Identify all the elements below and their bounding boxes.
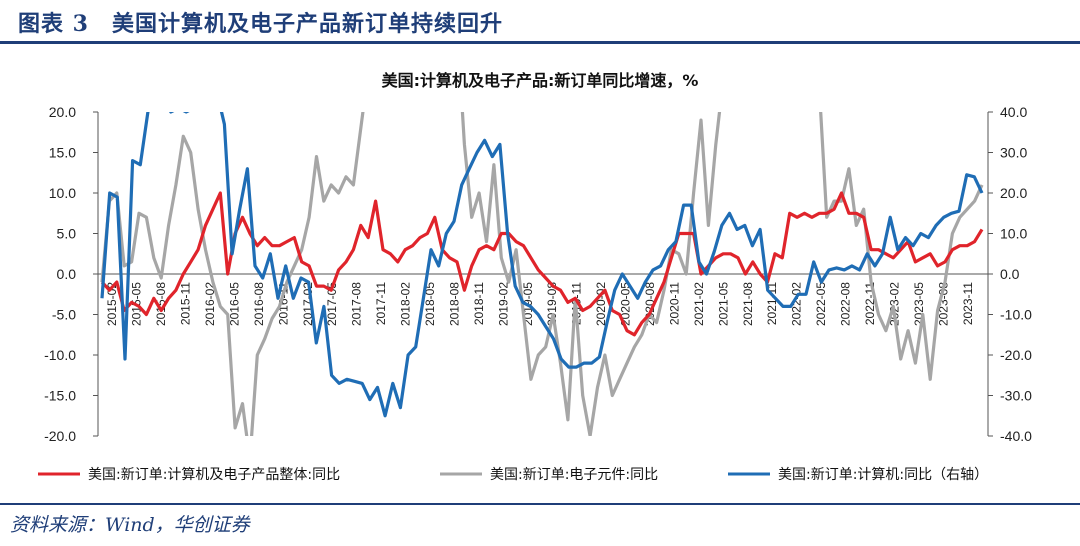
header-rule <box>0 41 1080 44</box>
x-tick-label: 2022-08 <box>839 282 853 326</box>
figure-header: 图表 3 美国计算机及电子产品新订单持续回升 <box>0 0 1080 40</box>
x-tick-label: 2015-08 <box>154 282 168 326</box>
x-tick-label: 2017-11 <box>374 282 388 325</box>
x-tick-label: 2016-08 <box>252 282 266 326</box>
footer-rule <box>0 503 1080 505</box>
right-tick-label: -10.0 <box>1000 307 1032 323</box>
x-tick-label: 2015-11 <box>179 282 193 325</box>
left-tick-label: 20.0 <box>49 104 76 120</box>
right-tick-label: 20.0 <box>1000 185 1027 201</box>
left-tick-label: -5.0 <box>52 307 76 323</box>
x-tick-label: 2020-11 <box>667 282 681 325</box>
x-tick-label: 2018-08 <box>447 282 461 326</box>
x-tick-label: 2021-08 <box>741 282 755 326</box>
left-tick-label: -10.0 <box>44 347 76 363</box>
x-tick-label: 2023-08 <box>936 282 950 326</box>
x-tick-label: 2015-02 <box>105 282 119 326</box>
chart-title: 美国:计算机及电子产品:新订单同比增速，% <box>382 71 699 90</box>
x-tick-label: 2021-02 <box>692 282 706 326</box>
left-tick-label: 10.0 <box>49 185 76 201</box>
series-line-2 <box>100 112 984 418</box>
left-tick-label: -15.0 <box>44 388 76 404</box>
right-tick-label: -20.0 <box>1000 347 1032 363</box>
right-tick-label: -30.0 <box>1000 388 1032 404</box>
right-tick-label: 10.0 <box>1000 226 1027 242</box>
right-tick-label: 40.0 <box>1000 104 1027 120</box>
left-tick-label: -20.0 <box>44 428 76 444</box>
left-tick-label: 5.0 <box>57 226 77 242</box>
right-tick-label: 30.0 <box>1000 145 1027 161</box>
right-tick-label: -40.0 <box>1000 428 1032 444</box>
x-tick-label: 2017-05 <box>325 282 339 326</box>
x-tick-label: 2020-05 <box>619 282 633 326</box>
legend-label-computers: 美国:新订单:计算机:同比（右轴） <box>778 467 988 483</box>
series-line-0 <box>100 191 984 337</box>
x-tick-label: 2018-11 <box>472 282 486 325</box>
x-tick-label: 2018-05 <box>423 282 437 326</box>
x-tick-label: 2023-11 <box>961 282 975 325</box>
x-tick-label: 2018-02 <box>399 282 413 326</box>
chart: 美国:计算机及电子产品:新订单同比增速，% 20.0 15.0 10.0 5.0 0.0… <box>38 71 1032 483</box>
x-tick-label: 2016-11 <box>276 282 290 325</box>
figure-title: 图表 3 美国计算机及电子产品新订单持续回升 <box>18 11 503 37</box>
x-tick-label: 2017-08 <box>350 282 364 326</box>
series-line-1 <box>100 112 984 436</box>
x-tick-label: 2020-08 <box>643 282 657 326</box>
legend-label-components: 美国:新订单:电子元件:同比 <box>490 467 658 483</box>
x-tick-label: 2021-05 <box>716 282 730 326</box>
x-tick-label: 2022-05 <box>814 282 828 326</box>
legend-label-overall: 美国:新订单:计算机及电子产品整体:同比 <box>88 467 340 483</box>
right-tick-label: 0.0 <box>1000 266 1020 282</box>
x-tick-label: 2020-02 <box>594 282 608 326</box>
x-tick-label: 2016-05 <box>227 282 241 326</box>
x-tick-label: 2016-02 <box>203 282 217 326</box>
left-tick-label: 15.0 <box>49 145 76 161</box>
series-layer <box>100 112 984 436</box>
axes: 20.0 15.0 10.0 5.0 0.0 -5.0 -10.0 -15.0 -20.0 40.… <box>44 104 1032 444</box>
x-tick-label: 2019-02 <box>496 282 510 326</box>
x-tick-label: 2019-08 <box>545 282 559 326</box>
left-tick-label: 0.0 <box>57 266 77 282</box>
source-note: 资料来源：Wind，华创证券 <box>10 514 250 536</box>
legend: 美国:新订单:计算机及电子产品整体:同比 美国:新订单:电子元件:同比 美国:新… <box>38 467 988 483</box>
